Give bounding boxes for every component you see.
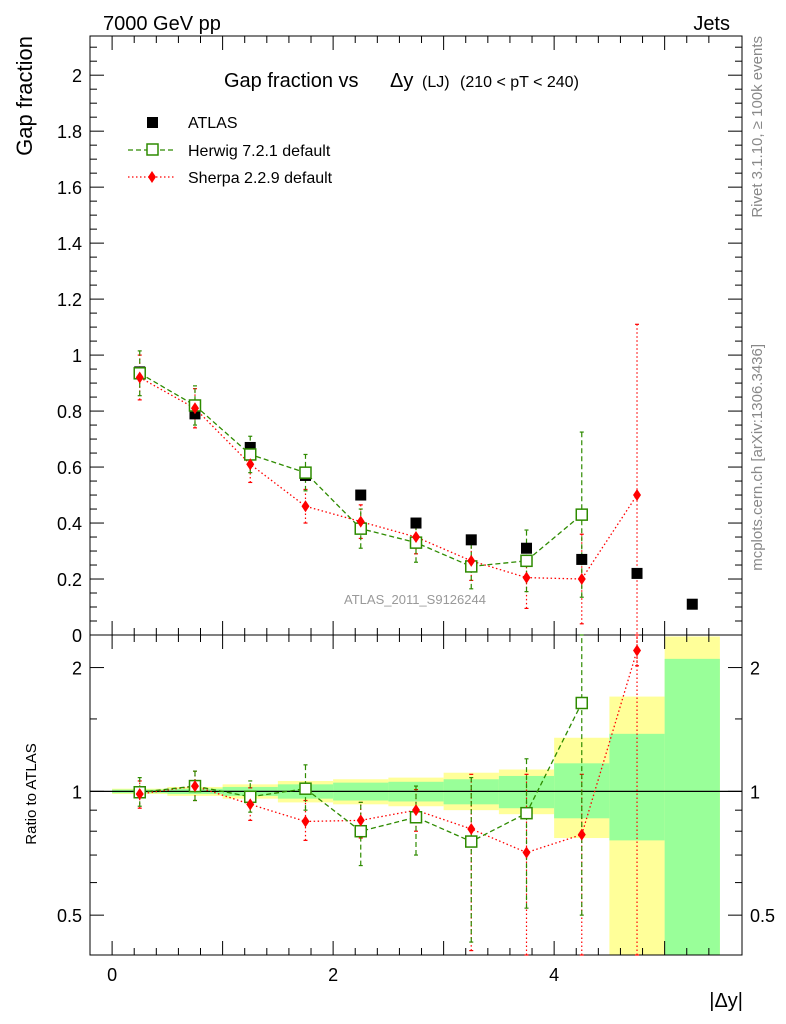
herwig-point [520,554,533,568]
sherpa-point [301,500,310,513]
atlas-point [244,441,256,453]
herwig-ratio-line [139,702,583,843]
herwig-ratio-point [575,696,589,710]
top-y-tick-label: 1.2 [57,290,82,310]
legend-sherpa-marker [148,171,156,183]
top-y-tick-label: 1.6 [57,178,82,198]
top-panel-layer: 0 0.2 0.4 0.6 0.8 1 1.2 1.4 1.6 1.8 2 [57,35,743,667]
sherpa-point [246,458,255,471]
bottom-panel-frame [89,634,743,956]
bottom-y-tick-label-right: 0.5 [750,906,775,926]
herwig-ratio-point [299,782,312,795]
title-symbol: Δy [390,70,413,92]
sherpa-ratio-point [467,822,476,835]
sherpa-point [467,554,476,567]
header-left: 7000 GeV pp [103,13,221,35]
atlas-point [521,542,533,554]
y-axis-label-top: Gap fraction [12,36,37,156]
legend-herwig-marker [146,143,159,156]
atlas-point [631,567,643,579]
sherpa-point [577,573,586,586]
legend-atlas-marker [147,117,158,128]
sherpa-ratio-point [135,788,144,801]
sherpa-ratio-line [139,650,638,854]
top-y-tick-label: 1.4 [57,234,82,254]
x-tick-label: 0 [107,965,117,985]
band-inner [664,658,720,955]
bottom-y-tick-label: 2 [72,659,82,679]
y-axis-label-bottom: Ratio to ATLAS [23,743,40,844]
herwig-ratio-point [354,824,367,838]
chart-title: Gap fraction vs Δy (LJ) (210 < pT < 240) [224,70,579,92]
bottom-y-tick-label-right: 1 [750,782,760,802]
sherpa-point [412,531,420,544]
herwig-point [299,466,312,479]
atlas-point [465,534,477,546]
legend: ATLAS Herwig 7.2.1 default Sherpa 2.2.9 … [128,115,333,187]
legend-herwig-label: Herwig 7.2.1 default [188,143,331,160]
x-axis-label: |Δy| [709,990,743,1012]
sherpa-point [190,402,199,415]
bottom-y-tick-label-right: 2 [750,659,760,679]
top-y-tick-label: 0.8 [57,402,82,422]
sherpa-ratio-point [633,644,642,657]
x-tick-label: 2 [328,965,338,985]
sherpa-ratio-point [412,804,420,817]
title-range: (210 < pT < 240) [460,74,579,91]
top-y-tick-label: 0 [72,626,82,646]
header-right: Jets [693,13,730,35]
top-y-tick-label: 2 [72,66,82,86]
atlas-point [686,598,698,610]
sherpa-ratio-point [577,828,586,841]
sherpa-ratio-point [190,780,199,793]
x-tick-label: 4 [549,965,559,985]
sherpa-ratio-point [246,798,255,811]
sherpa-point [633,489,642,502]
top-y-tick-label: 1.8 [57,122,82,142]
herwig-ratio-point [465,835,478,848]
atlas-point [355,489,367,501]
atlas-point [576,553,588,565]
sherpa-point [522,571,531,584]
mcplots-label: mcplots.cern.ch [arXiv:1306.3436] [749,344,766,571]
title-main: Gap fraction vs [224,70,359,92]
sherpa-ratio-point [301,815,310,828]
atlas-point [410,517,422,529]
analysis-watermark: ATLAS_2011_S9126244 [344,592,486,607]
bottom-y-tick-label: 1 [72,782,82,802]
sherpa-ratio-point [356,814,365,827]
legend-atlas-label: ATLAS [188,115,238,132]
sherpa-ratio-point [522,846,531,859]
bottom-panel-layer: 0.5 0.5 1 1 2 2 0 2 4 [57,634,775,985]
top-y-tick-label: 0.6 [57,458,82,478]
bottom-y-tick-label: 0.5 [57,906,82,926]
herwig-point [575,508,589,521]
sherpa-point [356,515,365,528]
top-y-tick-label: 0.4 [57,514,82,534]
top-y-tick-label: 1 [72,346,82,366]
title-suffix: (LJ) [422,74,450,91]
legend-sherpa-label: Sherpa 2.2.9 default [188,170,333,187]
herwig-ratio-point [520,806,533,820]
sherpa-line [139,376,638,580]
rivet-label: Rivet 3.1.10, ≥ 100k events [749,36,766,218]
sherpa-point [135,371,144,384]
top-y-tick-label: 0.2 [57,570,82,590]
